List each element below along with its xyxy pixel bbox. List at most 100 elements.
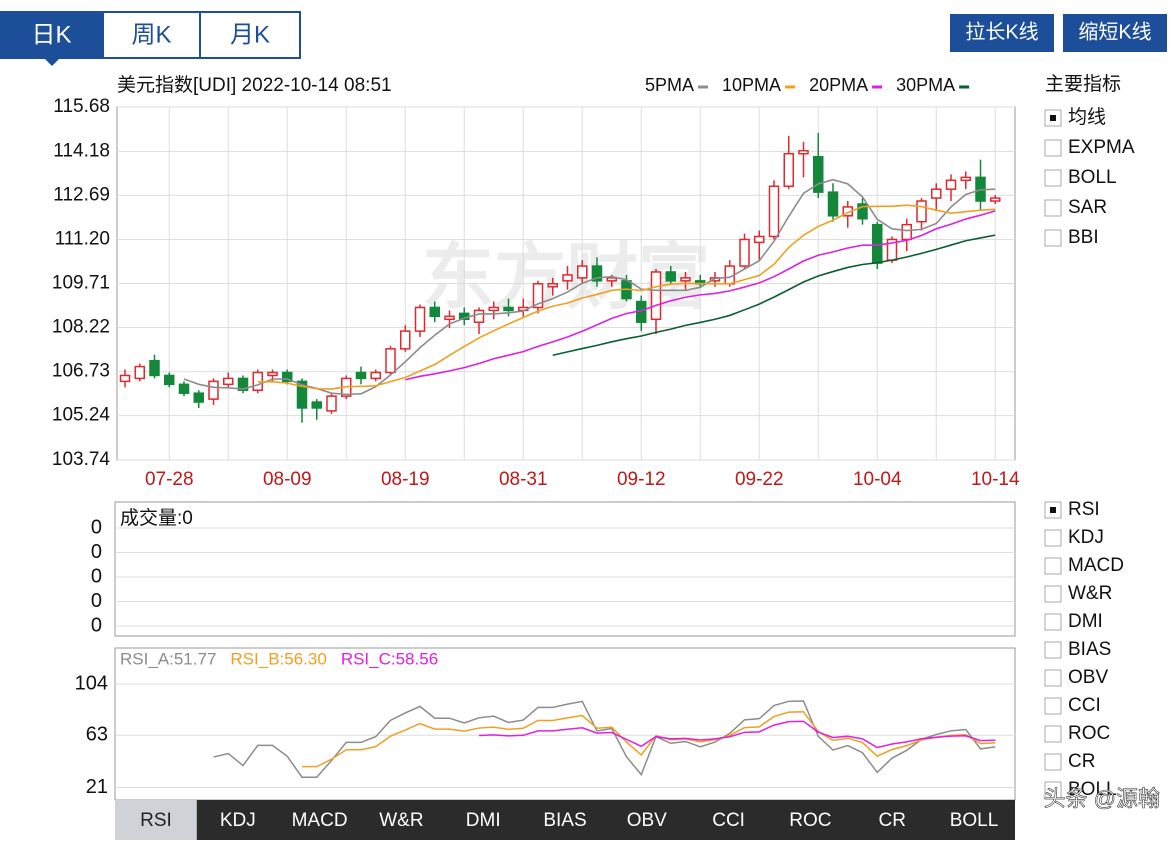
bottom-tab[interactable]: ROC [789, 810, 831, 831]
sub-indicator-item[interactable]: CR [1068, 751, 1095, 772]
checkbox[interactable] [1044, 613, 1062, 631]
tab-pointer [44, 58, 60, 66]
tab-label[interactable]: 周K [131, 21, 171, 48]
footer-watermark: 头条 @源翰 [1044, 786, 1160, 811]
sub-indicator-item[interactable]: OBV [1068, 667, 1108, 688]
checkbox[interactable] [1044, 169, 1062, 187]
bottom-tab[interactable]: RSI [140, 810, 172, 831]
bottom-tab-bar [115, 800, 1015, 840]
y-tick-label: 106.73 [52, 361, 110, 382]
y-tick-label: 115.68 [53, 96, 110, 117]
checkbox[interactable] [1044, 669, 1062, 687]
candle-body [164, 374, 175, 386]
rsi-tick-label: 21 [86, 776, 108, 798]
indicator-item[interactable]: EXPMA [1068, 137, 1135, 158]
bottom-tab[interactable]: CCI [712, 810, 745, 831]
x-tick-label: 09-22 [735, 469, 784, 490]
candle-body [119, 374, 131, 383]
legend-label: 10PMA [722, 75, 781, 95]
candle-body [326, 395, 337, 412]
indicator-item[interactable]: 均线 [1068, 106, 1106, 128]
sub-indicator-item[interactable]: ROC [1068, 723, 1110, 744]
x-tick-label: 10-04 [853, 469, 902, 490]
bottom-tab[interactable]: BOLL [950, 810, 999, 831]
sub-indicator-item[interactable]: MACD [1068, 555, 1124, 576]
checkbox[interactable] [1044, 641, 1062, 659]
checkbox[interactable] [1044, 753, 1062, 771]
y-tick-label: 108.22 [52, 317, 110, 338]
sub-indicator-item[interactable]: BIAS [1068, 639, 1111, 660]
tab-label[interactable]: 月K [230, 21, 270, 48]
bottom-tab[interactable]: CR [878, 810, 905, 831]
candle-body [990, 197, 1001, 202]
checkbox-dot [1050, 507, 1056, 513]
candle-body [754, 235, 765, 244]
checkbox[interactable] [1044, 139, 1062, 157]
bottom-tab[interactable]: KDJ [220, 810, 256, 831]
checkbox[interactable] [1044, 781, 1062, 799]
candle-body [532, 283, 544, 309]
sub-indicator-item[interactable]: CCI [1068, 695, 1101, 716]
candle-body [282, 371, 293, 383]
volume-tick-label: 0 [91, 614, 102, 636]
candle-body [503, 306, 514, 312]
checkbox[interactable] [1044, 697, 1062, 715]
rsi-line [478, 720, 996, 749]
rsi-legend: RSI_A:51.77 [120, 649, 216, 668]
volume-tick-label: 0 [91, 516, 102, 538]
volume-tick-label: 0 [91, 541, 102, 563]
chart-title: 美元指数[UDI] 2022-10-14 08:51 [117, 74, 392, 96]
checkbox[interactable] [1044, 229, 1062, 247]
candle-body [488, 306, 499, 312]
bottom-tab-selected[interactable] [115, 800, 197, 840]
tab[interactable] [102, 11, 201, 59]
bottom-tab[interactable]: DMI [466, 810, 501, 831]
y-tick-label: 114.18 [53, 140, 110, 161]
candle-body [916, 200, 927, 223]
rsi-frame [114, 647, 1016, 801]
ma-line [405, 210, 996, 381]
candle-body [444, 315, 455, 321]
candle-body [473, 309, 485, 323]
button-label[interactable]: 缩短K线 [1078, 20, 1151, 43]
bottom-tab[interactable]: OBV [627, 810, 667, 831]
candle-body [370, 371, 381, 380]
candle-body [237, 377, 249, 391]
candle-body [134, 365, 145, 380]
checkbox[interactable] [1044, 725, 1062, 743]
tab[interactable] [0, 11, 104, 59]
y-tick-label: 105.24 [52, 405, 111, 426]
checkbox[interactable] [1044, 199, 1062, 217]
candle-body [267, 371, 278, 377]
checkbox-dot [1050, 115, 1056, 121]
x-tick-label: 08-31 [499, 469, 548, 490]
tab-label[interactable]: 日K [31, 21, 71, 48]
bottom-tab[interactable]: MACD [292, 810, 348, 831]
bottom-tab[interactable]: W&R [379, 810, 423, 831]
checkbox[interactable] [1044, 529, 1062, 547]
button-label[interactable]: 拉长K线 [965, 20, 1038, 43]
sub-indicator-item[interactable]: BOLL [1068, 779, 1117, 800]
checkbox[interactable] [1044, 585, 1062, 603]
y-tick-label: 111.20 [55, 228, 110, 249]
button[interactable] [1063, 14, 1167, 52]
checkbox[interactable] [1044, 557, 1062, 575]
bottom-tab[interactable]: BIAS [543, 810, 586, 831]
sub-indicator-item[interactable]: W&R [1068, 583, 1112, 604]
rsi-legend: RSI_B:56.30 [230, 649, 326, 668]
sub-indicator-item[interactable]: DMI [1068, 611, 1103, 632]
legend-label: 5PMA [645, 75, 694, 95]
candle-body [827, 191, 839, 217]
indicator-item[interactable]: BOLL [1068, 167, 1117, 188]
candle-body [400, 330, 411, 350]
sub-indicator-item[interactable]: KDJ [1068, 527, 1104, 548]
indicator-item[interactable]: SAR [1068, 197, 1107, 218]
volume-frame [114, 501, 1016, 637]
candle-body [178, 383, 190, 394]
sub-indicator-item[interactable]: RSI [1068, 499, 1100, 520]
tab[interactable] [199, 11, 301, 59]
candle-body [901, 223, 912, 241]
indicator-item[interactable]: BBI [1068, 227, 1099, 248]
button[interactable] [950, 14, 1054, 52]
candle-body [665, 271, 676, 282]
